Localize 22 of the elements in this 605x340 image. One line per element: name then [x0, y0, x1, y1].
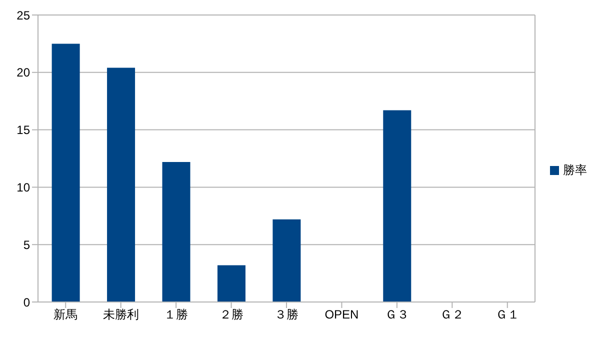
x-tick-label: OPEN: [324, 308, 359, 322]
x-tick-label: ３勝: [274, 308, 298, 322]
bar: [107, 68, 136, 302]
bar: [162, 162, 190, 302]
bar: [272, 219, 301, 302]
x-tick-label: １勝: [164, 308, 188, 322]
y-tick-label: 25: [16, 8, 30, 22]
x-tick-label: 未勝利: [102, 308, 139, 322]
x-tick-label: ２勝: [219, 308, 244, 322]
bar: [217, 265, 246, 302]
bar: [383, 110, 412, 302]
y-tick-label: 5: [23, 238, 30, 252]
y-tick-label: 0: [23, 295, 30, 310]
x-tick-label: 新馬: [54, 308, 78, 322]
x-tick-label: Ｇ３: [384, 308, 409, 322]
y-tick-label: 15: [16, 123, 30, 138]
x-tick-label: Ｇ２: [440, 308, 464, 322]
y-tick-label: 10: [16, 180, 30, 194]
bar: [52, 44, 80, 302]
x-tick-label: Ｇ１: [495, 308, 520, 322]
legend-label: 勝率: [563, 162, 587, 176]
y-tick-label: 20: [16, 66, 30, 80]
